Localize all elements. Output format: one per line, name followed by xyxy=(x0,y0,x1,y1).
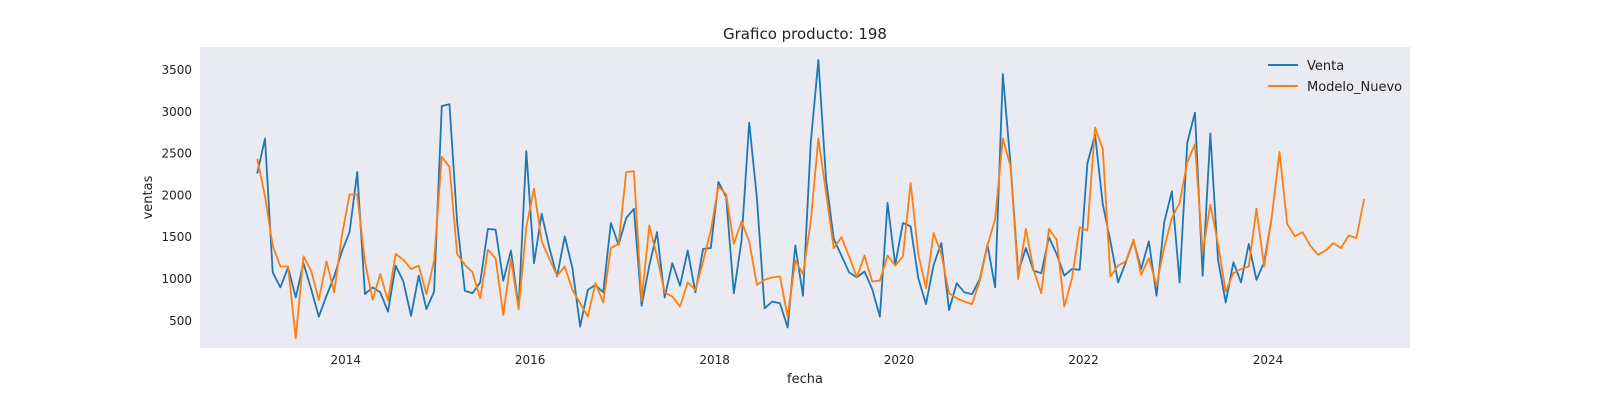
series-line-modelo-nuevo xyxy=(256,126,1365,340)
legend-label: Venta xyxy=(1307,59,1344,74)
y-tick-label: 500 xyxy=(169,314,192,328)
legend-label: Modelo_Nuevo xyxy=(1307,80,1402,95)
x-tick-label: 2014 xyxy=(330,353,361,367)
chart-title: Grafico producto: 198 xyxy=(723,25,887,43)
x-tick-label: 2020 xyxy=(884,353,915,367)
x-tick-label: 2016 xyxy=(515,353,546,367)
y-tick-label: 1000 xyxy=(161,272,192,286)
y-tick-label: 3000 xyxy=(161,105,192,119)
x-axis-label: fecha xyxy=(787,372,823,387)
x-tick-label: 2018 xyxy=(699,353,730,367)
legend: Venta Modelo_Nuevo xyxy=(1268,59,1402,95)
y-tick-label: 2000 xyxy=(161,188,192,202)
y-tick-label: 1500 xyxy=(161,230,192,244)
plot-area xyxy=(200,47,1410,348)
y-axis-label: ventas xyxy=(141,175,156,219)
series-lines xyxy=(256,59,1365,340)
x-tick-label: 2022 xyxy=(1068,353,1099,367)
series-line-venta xyxy=(256,59,1273,329)
x-tick-label: 2024 xyxy=(1253,353,1284,367)
y-tick-label: 3500 xyxy=(161,63,192,77)
y-tick-label: 2500 xyxy=(161,147,192,161)
axis-ticks: 2014 2016 2018 2020 2022 2024 500 1000 1500 2000 2… xyxy=(161,63,1283,367)
